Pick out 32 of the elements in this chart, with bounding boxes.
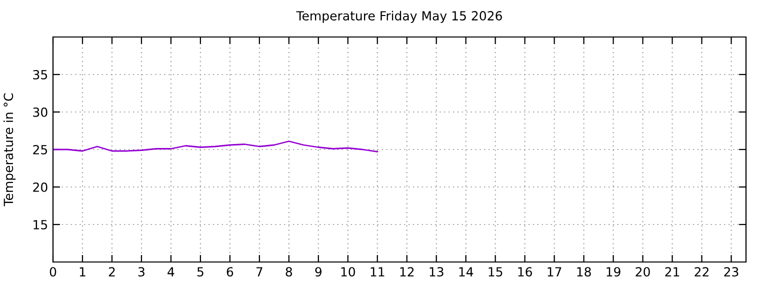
x-tick-label: 10 xyxy=(341,267,356,277)
x-tick-label: 2 xyxy=(108,267,115,276)
x-tick-label: 22 xyxy=(694,267,708,276)
x-tick-label: 6 xyxy=(226,267,234,277)
y-tick-label: 15 xyxy=(34,220,48,230)
x-tick-label: 11 xyxy=(370,267,384,276)
x-tick-label: 0 xyxy=(50,267,56,277)
y-axis-title: Temperature in °C xyxy=(3,93,16,206)
x-tick-label: 5 xyxy=(197,267,204,277)
y-tick-label: 35 xyxy=(33,70,48,80)
x-tick-label: 23 xyxy=(724,267,738,277)
x-tick-label: 4 xyxy=(168,267,174,276)
y-tick-label: 25 xyxy=(33,144,48,154)
y-tick-label: 30 xyxy=(33,107,48,117)
x-tick-label: 17 xyxy=(548,267,562,276)
x-tick-label: 9 xyxy=(315,267,322,277)
chart-title: Temperature Friday May 15 2026 xyxy=(296,10,502,23)
x-tick-label: 16 xyxy=(518,267,532,277)
x-tick-label: 19 xyxy=(606,267,620,277)
x-tick-label: 18 xyxy=(577,267,591,277)
x-tick-label: 15 xyxy=(488,267,502,277)
line-series xyxy=(53,140,378,152)
x-tick-label: 1 xyxy=(80,267,86,276)
x-tick-label: 8 xyxy=(286,267,292,277)
x-tick-label: 7 xyxy=(256,267,262,276)
x-tick-label: 14 xyxy=(459,267,474,276)
x-tick-label: 21 xyxy=(665,267,680,276)
x-tick-label: 12 xyxy=(400,267,414,276)
x-tick-label: 20 xyxy=(636,267,650,277)
y-tick-label: 20 xyxy=(33,182,48,192)
x-tick-label: 3 xyxy=(138,267,144,277)
x-tick-label: 13 xyxy=(430,267,444,277)
